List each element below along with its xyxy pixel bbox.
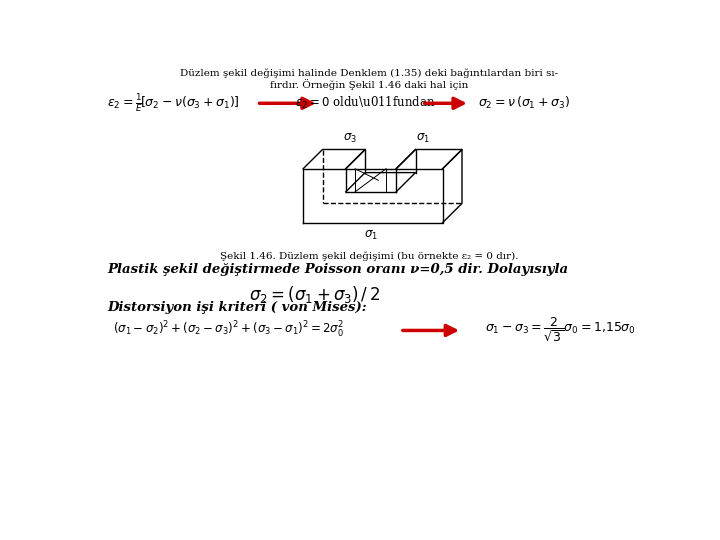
Text: $\varepsilon_2 = \frac{1}{E}\!\left[\sigma_2 - \nu(\sigma_3 + \sigma_1)\right]$: $\varepsilon_2 = \frac{1}{E}\!\left[\sig…	[107, 92, 240, 114]
Text: Şekil 1.46. Düzlem şekil değişimi (bu örnekte ε₂ = 0 dır).: Şekil 1.46. Düzlem şekil değişimi (bu ör…	[220, 251, 518, 261]
Text: $\sigma_2 = \nu\,(\sigma_1 + \sigma_3)$: $\sigma_2 = \nu\,(\sigma_1 + \sigma_3)$	[478, 95, 570, 111]
Text: Distorsiyon işi kriteri ( von Mises):: Distorsiyon işi kriteri ( von Mises):	[107, 301, 366, 314]
Text: $\sigma_1$: $\sigma_1$	[416, 132, 431, 145]
Text: $\sigma_1 - \sigma_3 = \dfrac{2}{\sqrt{3}}\sigma_0 = 1{,}15\sigma_0$: $\sigma_1 - \sigma_3 = \dfrac{2}{\sqrt{3…	[485, 316, 636, 345]
Text: $\sigma_1$: $\sigma_1$	[364, 229, 377, 242]
Text: $(\sigma_1 - \sigma_2)^2 + (\sigma_2 - \sigma_3)^2 + (\sigma_3 - \sigma_1)^2 = 2: $(\sigma_1 - \sigma_2)^2 + (\sigma_2 - \…	[113, 320, 345, 341]
Text: fırdır. Örneğin Şekil 1.46 daki hal için: fırdır. Örneğin Şekil 1.46 daki hal için	[270, 79, 468, 90]
Text: $\sigma_2 = (\sigma_1 + \sigma_3)\,/\,2$: $\sigma_2 = (\sigma_1 + \sigma_3)\,/\,2$	[249, 284, 380, 305]
Text: Düzlem şekil değişimi halinde Denklem (1.35) deki bağıntılardan biri sı-: Düzlem şekil değişimi halinde Denklem (1…	[180, 69, 558, 78]
Text: $\sigma_3$: $\sigma_3$	[343, 132, 356, 145]
Text: $\varepsilon_2 = 0$ oldu\u011fundan: $\varepsilon_2 = 0$ oldu\u011fundan	[294, 95, 436, 111]
Text: Plastik şekil değiştirmede Poisson oranı ν=0,5 dir. Dolayısıyla: Plastik şekil değiştirmede Poisson oranı…	[107, 264, 568, 276]
